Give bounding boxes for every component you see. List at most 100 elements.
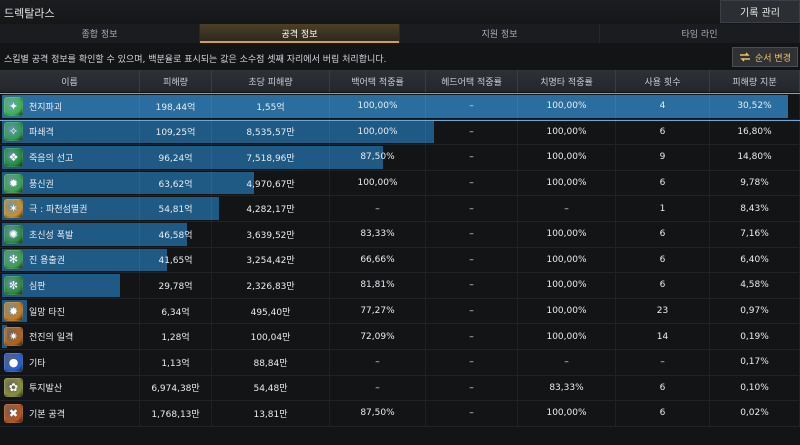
use-count-cell: 6 — [616, 247, 710, 273]
tab-support[interactable]: 지원 정보 — [400, 24, 600, 43]
damage-cell: 1,28억 — [140, 324, 212, 349]
damage-cell: 54,81억 — [140, 196, 212, 221]
damage-cell: 1,13억 — [140, 349, 212, 375]
record-manage-button[interactable]: 기록 관리 — [720, 0, 800, 23]
use-count-cell: 6 — [616, 273, 710, 298]
dps-cell: 3,639,52만 — [212, 221, 330, 247]
order-change-label: 순서 변경 — [755, 53, 791, 64]
table-row[interactable]: ✶ 극 : 파천섬멸권 54,81억 4,282,17만 – – –1 8,43% — [0, 196, 800, 222]
head-attack-cell: – — [426, 221, 518, 247]
table-row[interactable]: ✻ 진 용출권 41,65억 3,254,42만 66,66% –100,00% 6 6,40… — [0, 247, 800, 274]
skill-icon: ✷ — [4, 327, 23, 347]
back-attack-cell: 66,66% — [330, 247, 426, 273]
head-attack-cell: – — [426, 375, 518, 401]
damage-cell: 41,65억 — [140, 247, 212, 273]
dps-cell: 4,282,17만 — [212, 196, 330, 221]
tab-bar: 종합 정보 공격 정보 지원 정보 타임 라인 — [0, 24, 800, 43]
skill-name: 극 : 파천섬멸권 — [29, 205, 88, 216]
order-change-button[interactable]: 순서 변경 — [732, 47, 798, 67]
table-row[interactable]: ✼ 심판 29,78억 2,326,83만 81,81% –100,00% 6 4,58% — [0, 273, 800, 299]
swap-icon — [740, 52, 750, 62]
back-attack-cell: – — [330, 196, 426, 221]
skill-icon: ✖ — [4, 403, 23, 423]
title-bar: 드렉탈라스 기록 관리 — [0, 0, 800, 25]
damage-share-bar — [2, 146, 384, 169]
head-attack-cell: – — [426, 145, 518, 170]
use-count-cell: 14 — [616, 324, 710, 349]
back-attack-cell: 81,81% — [330, 273, 426, 298]
tab-attack[interactable]: 공격 정보 — [200, 24, 400, 43]
skill-name: 초신성 폭발 — [29, 230, 74, 241]
back-attack-cell: 72,09% — [330, 324, 426, 349]
skill-icon: ● — [4, 352, 23, 372]
table-row[interactable]: ✖ 기본 공격 1,768,13만 13,81만 87,50% –100,00% 6 0,02… — [0, 401, 800, 427]
tab-timeline[interactable]: 타임 라인 — [600, 24, 800, 43]
head-attack-cell: – — [426, 273, 518, 298]
back-attack-cell: 77,27% — [330, 298, 426, 324]
col-use-count[interactable]: 사용 횟수 — [616, 70, 710, 92]
damage-share-cell: 9,78% — [710, 170, 800, 196]
crit-cell: 83,33% — [518, 375, 616, 401]
dps-cell: 3,254,42만 — [212, 247, 330, 273]
dps-cell: 1,55억 — [212, 94, 330, 119]
skill-name: 천지파괴 — [29, 102, 63, 113]
damage-share-bar — [2, 95, 788, 118]
table-row[interactable]: ✺ 초신성 폭발 46,58억 3,639,52만 83,33% –100,00% 6 7,1… — [0, 221, 800, 248]
skill-name-cell: ✶ 극 : 파천섬멸권 — [0, 196, 140, 221]
table-row[interactable]: ✹ 풍신권 63,62억 4,970,67만 100,00% –100,00% 6 9,78% — [0, 170, 800, 197]
tab-overview[interactable]: 종합 정보 — [0, 24, 200, 43]
table-row[interactable]: ● 기타 1,13억 88,84만 – – – –0,17% — [0, 349, 800, 376]
info-text: 스킬별 공격 정보를 확인할 수 있으며, 백분율로 표시되는 값은 소수점 셋… — [4, 55, 387, 65]
damage-cell: 29,78억 — [140, 273, 212, 298]
col-damage[interactable]: 피해량 — [140, 70, 212, 92]
skill-name-cell: ✷ 전진의 일격 — [0, 324, 140, 349]
skill-name: 진 용출권 — [29, 256, 65, 267]
skill-name: 일망 타진 — [29, 307, 65, 318]
use-count-cell: 4 — [616, 94, 710, 119]
skill-icon: ✺ — [4, 224, 23, 244]
col-damage-share[interactable]: 피해량 지분 — [710, 70, 800, 92]
damage-cell: 63,62억 — [140, 170, 212, 196]
skill-icon: ✸ — [4, 301, 23, 321]
damage-share-cell: 14,80% — [710, 145, 800, 170]
skill-name: 죽음의 선고 — [29, 153, 74, 164]
use-count-cell: 6 — [616, 401, 710, 426]
table-row[interactable]: ❖ 죽음의 선고 96,24억 7,518,96만 87,50% –100,00% 9 14,… — [0, 145, 800, 171]
crit-cell: 100,00% — [518, 247, 616, 273]
crit-cell: 100,00% — [518, 221, 616, 247]
skill-name-cell: ✹ 풍신권 — [0, 170, 140, 196]
skill-name: 풍신권 — [29, 179, 54, 190]
col-crit[interactable]: 치명타 적중률 — [518, 70, 616, 92]
damage-share-bar — [2, 274, 120, 297]
use-count-cell: 6 — [616, 170, 710, 196]
damage-share-bar — [2, 197, 219, 220]
use-count-cell: – — [616, 349, 710, 375]
damage-share-cell: 4,58% — [710, 273, 800, 298]
table-row[interactable]: ✧ 파쇄격 109,25억 8,535,57만 100,00% –100,00% 6 16,8… — [0, 119, 800, 146]
skill-icon: ✻ — [4, 250, 23, 270]
skill-name-cell: ✸ 일망 타진 — [0, 298, 140, 324]
table-row[interactable]: ✸ 일망 타진 6,34억 495,40만 77,27% –100,00% 23 0,97% — [0, 298, 800, 325]
back-attack-cell: 87,50% — [330, 145, 426, 170]
use-count-cell: 6 — [616, 119, 710, 145]
skill-name-cell: ✼ 심판 — [0, 273, 140, 298]
table-row[interactable]: ✷ 전진의 일격 1,28억 100,04만 72,09% –100,00% 14 0,19% — [0, 324, 800, 350]
app-title: 드렉탈라스 — [4, 7, 55, 20]
table-row[interactable]: ✦ 천지파괴 198,44억 1,55억 100,00% –100,00% 4 30,52% — [0, 93, 800, 121]
crit-cell: 100,00% — [518, 94, 616, 119]
col-back-attack[interactable]: 백어택 적중률 — [330, 70, 426, 92]
damage-share-cell: 0,97% — [710, 298, 800, 324]
table-header: 이름 피해량 초당 피해량 백어택 적중률 헤드어택 적중률 치명타 적중률 사… — [0, 70, 800, 92]
col-dps[interactable]: 초당 피해량 — [212, 70, 330, 92]
dps-cell: 13,81만 — [212, 401, 330, 426]
col-head-attack[interactable]: 헤드어택 적중률 — [426, 70, 518, 92]
damage-share-bar — [2, 171, 254, 195]
damage-share-cell: 6,40% — [710, 247, 800, 273]
back-attack-cell: 87,50% — [330, 401, 426, 426]
col-name[interactable]: 이름 — [0, 70, 140, 92]
skill-name: 투지발산 — [29, 384, 63, 395]
crit-cell: – — [518, 349, 616, 375]
head-attack-cell: – — [426, 401, 518, 426]
table-row[interactable]: ✿ 투지발산 6,974,38만 54,48만 – –83,33% 6 0,10% — [0, 375, 800, 402]
skill-name: 파쇄격 — [29, 128, 54, 139]
